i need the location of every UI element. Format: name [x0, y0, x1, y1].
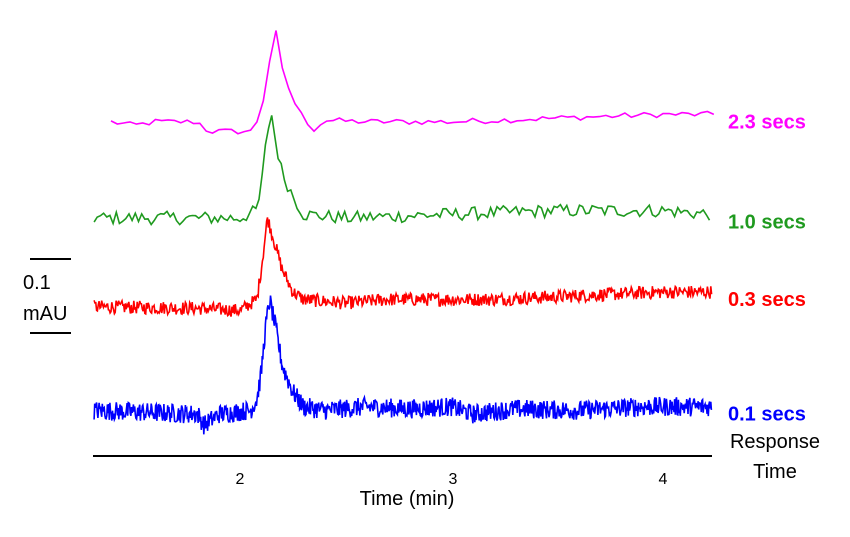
- x-axis-label: Time (min): [360, 488, 455, 510]
- series-label: 1.0 secs: [728, 211, 806, 233]
- traces: [93, 30, 715, 435]
- series-label: 0.3 secs: [728, 289, 806, 311]
- trace-0-3-secs: [93, 217, 713, 318]
- trace-0-1-secs: [93, 295, 713, 435]
- legend-title-line2: Time: [753, 461, 797, 483]
- x-tick-label: 3: [449, 471, 458, 488]
- series-label: 0.1 secs: [728, 404, 806, 426]
- x-tick-label: 4: [659, 471, 668, 488]
- trace-1-0-secs: [93, 115, 711, 226]
- series-labels: 2.3 secs 1.0 secs 0.3 secs 0.1 secs: [728, 111, 806, 425]
- trace-2-3-secs: [110, 30, 715, 135]
- scale-bar-value: 0.1: [23, 272, 51, 294]
- x-tick-label: 2: [236, 471, 245, 488]
- legend-title-line1: Response: [730, 431, 820, 453]
- scale-bar-unit: mAU: [23, 303, 67, 325]
- scale-bar: 0.1 mAU: [23, 258, 71, 334]
- series-label: 2.3 secs: [728, 111, 806, 133]
